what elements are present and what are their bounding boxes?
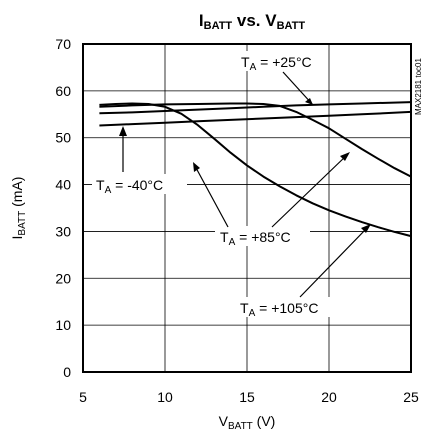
figure-code: MAX2181 toc01: [414, 58, 423, 115]
label-t85-t: T: [220, 229, 229, 245]
x-tick-label-0: 5: [79, 389, 87, 405]
ylabel-sub: BATT: [17, 211, 28, 236]
ylabel-i: I: [9, 236, 25, 240]
label-tm40-sub: A: [105, 185, 112, 196]
x-tick-label-2: 15: [239, 389, 255, 405]
series-line-t25: [99, 101, 412, 115]
series-label-t105: TA = +105°C: [240, 300, 318, 319]
y-tick-label-7: 70: [55, 36, 71, 52]
title-sub-vbatt: BATT: [277, 20, 306, 32]
series-line-tm40: [99, 110, 412, 127]
title-sub-batt: BATT: [204, 20, 233, 32]
arrowhead-t85: [340, 152, 350, 161]
label-tm40-rest: = -40°C: [111, 177, 163, 193]
y-tick-label-2: 20: [55, 270, 71, 286]
grid-lines: [83, 44, 411, 372]
y-tick-label-5: 50: [55, 130, 71, 146]
label-t25-t: T: [241, 54, 250, 70]
data-curves: [99, 101, 412, 238]
xlabel-v: V: [219, 413, 229, 429]
arrowhead-t85-b: [193, 162, 200, 172]
label-t105-rest: = +105°C: [255, 300, 318, 316]
xlabel-unit: (V): [253, 413, 276, 429]
xlabel-sub: BATT: [228, 421, 253, 432]
label-t25-sub: A: [250, 62, 257, 73]
x-tick-labels: 5 10 15 20 25: [79, 389, 419, 405]
y-tick-label-3: 30: [55, 223, 71, 239]
arrowhead-t25: [305, 98, 313, 105]
leader-t85-b: [194, 165, 229, 228]
series-label-tm40: TA = -40°C: [96, 177, 163, 196]
y-tick-labels: 0 10 20 30 40 50 60 70: [55, 36, 71, 380]
series-line-t85: [99, 102, 412, 178]
label-bg-tm40: [92, 174, 187, 194]
y-tick-label-1: 10: [55, 317, 71, 333]
series-line-t105: [99, 102, 412, 238]
series-label-t85: TA = +85°C: [220, 229, 291, 248]
x-tick-label-1: 10: [157, 389, 173, 405]
arrowhead-t105: [361, 224, 371, 233]
label-t85-rest: = +85°C: [235, 229, 290, 245]
label-t105-sub: A: [249, 308, 256, 319]
x-axis-label: VBATT (V): [219, 413, 276, 432]
label-bg-t25: [236, 51, 328, 71]
label-tm40-t: T: [96, 177, 105, 193]
leader-t85: [271, 154, 348, 228]
x-tick-label-3: 20: [321, 389, 337, 405]
leader-t105: [299, 227, 368, 298]
label-t85-sub: A: [229, 237, 236, 248]
chart-title: IBATT vs. VBATT: [199, 11, 305, 32]
series-label-t25: TA = +25°C: [241, 54, 312, 73]
y-axis-label: IBATT (mA): [9, 177, 28, 240]
label-bg-t85: [215, 226, 310, 246]
y-tick-label-6: 60: [55, 83, 71, 99]
leader-t25: [282, 71, 314, 106]
title-i: I: [199, 11, 204, 30]
plot-frame: [82, 43, 412, 373]
label-t105-t: T: [240, 300, 249, 316]
title-vs: vs. V: [232, 11, 277, 30]
y-tick-label-4: 40: [55, 177, 71, 193]
arrowhead-tm40: [119, 126, 127, 136]
label-bg-t105: [236, 297, 339, 317]
ylabel-unit: (mA): [9, 177, 25, 211]
annotations: TA = +25°C TA = -40°C TA = +85°C TA = +1…: [92, 51, 371, 319]
y-tick-label-0: 0: [63, 364, 71, 380]
label-t25-rest: = +25°C: [256, 54, 311, 70]
x-tick-label-4: 25: [403, 389, 419, 405]
